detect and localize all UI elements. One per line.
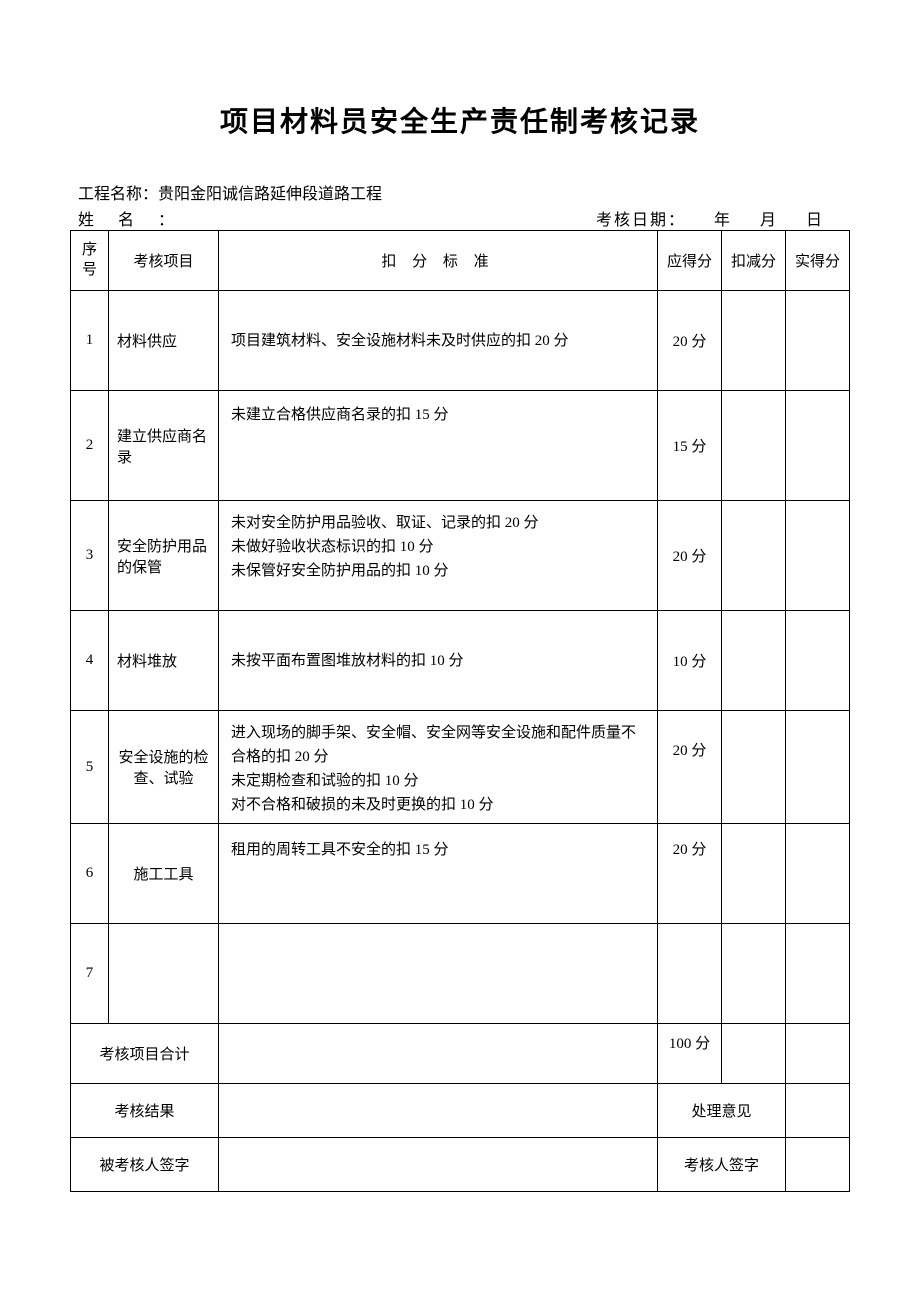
header-item: 考核项目 (109, 231, 219, 291)
header-standard: 扣 分 标 准 (219, 231, 658, 291)
result-row: 考核结果 处理意见 (71, 1084, 850, 1138)
cell-actual (786, 711, 850, 824)
cell-actual (786, 924, 850, 1024)
cell-seq: 6 (71, 824, 109, 924)
header-score: 应得分 (658, 231, 722, 291)
cell-standard: 项目建筑材料、安全设施材料未及时供应的扣 20 分 (219, 291, 658, 391)
table-row: 2 建立供应商名录 未建立合格供应商名录的扣 15 分 15 分 (71, 391, 850, 501)
cell-item (109, 924, 219, 1024)
cell-deduct (722, 611, 786, 711)
cell-seq: 7 (71, 924, 109, 1024)
total-label: 考核项目合计 (71, 1024, 219, 1084)
cell-item: 材料供应 (109, 291, 219, 391)
cell-item: 施工工具 (109, 824, 219, 924)
cell-seq: 3 (71, 501, 109, 611)
table-row: 4 材料堆放 未按平面布置图堆放材料的扣 10 分 10 分 (71, 611, 850, 711)
total-actual (786, 1024, 850, 1084)
cell-score: 20 分 (658, 501, 722, 611)
cell-score: 20 分 (658, 711, 722, 824)
cell-seq: 1 (71, 291, 109, 391)
cell-score: 15 分 (658, 391, 722, 501)
table-row: 5 安全设施的检查、试验 进入现场的脚手架、安全帽、安全网等安全设施和配件质量不… (71, 711, 850, 824)
cell-score (658, 924, 722, 1024)
table-row: 3 安全防护用品的保管 未对安全防护用品验收、取证、记录的扣 20 分 未做好验… (71, 501, 850, 611)
cell-actual (786, 291, 850, 391)
total-score: 100 分 (658, 1024, 722, 1084)
cell-standard: 未按平面布置图堆放材料的扣 10 分 (219, 611, 658, 711)
assessment-table: 序 号 考核项目 扣 分 标 准 应得分 扣减分 实得分 1 材料供应 项目建筑… (70, 230, 850, 1192)
cell-standard: 未建立合格供应商名录的扣 15 分 (219, 391, 658, 501)
cell-deduct (722, 924, 786, 1024)
date-day: 日 (806, 212, 824, 229)
header-deduct: 扣减分 (722, 231, 786, 291)
examiner-sign-label: 考核人签字 (658, 1138, 786, 1192)
total-row: 考核项目合计 100 分 (71, 1024, 850, 1084)
cell-actual (786, 501, 850, 611)
cell-deduct (722, 824, 786, 924)
header-actual: 实得分 (786, 231, 850, 291)
cell-item: 安全设施的检查、试验 (109, 711, 219, 824)
cell-deduct (722, 501, 786, 611)
name-date-row: 姓名： 考核日期： 年 月 日 (70, 206, 850, 230)
examiner-sign-value (786, 1138, 850, 1192)
table-row: 6 施工工具 租用的周转工具不安全的扣 15 分 20 分 (71, 824, 850, 924)
date-label: 考核日期： (596, 212, 686, 229)
sign-row: 被考核人签字 考核人签字 (71, 1138, 850, 1192)
header-seq-l1: 序 (75, 241, 104, 261)
cell-item: 安全防护用品的保管 (109, 501, 219, 611)
page-title: 项目材料员安全生产责任制考核记录 (70, 100, 850, 140)
total-standard-cell (219, 1024, 658, 1084)
header-seq: 序 号 (71, 231, 109, 291)
examinee-sign-value (219, 1138, 658, 1192)
name-label: 姓名： (78, 206, 198, 230)
cell-seq: 2 (71, 391, 109, 501)
table-row: 7 (71, 924, 850, 1024)
cell-seq: 5 (71, 711, 109, 824)
date-year: 年 (714, 212, 732, 229)
project-name-value: 贵阳金阳诚信路延伸段道路工程 (158, 186, 382, 203)
cell-item: 材料堆放 (109, 611, 219, 711)
cell-standard: 进入现场的脚手架、安全帽、安全网等安全设施和配件质量不合格的扣 20 分 未定期… (219, 711, 658, 824)
cell-deduct (722, 391, 786, 501)
cell-standard: 未对安全防护用品验收、取证、记录的扣 20 分 未做好验收状态标识的扣 10 分… (219, 501, 658, 611)
opinion-value (786, 1084, 850, 1138)
opinion-label: 处理意见 (658, 1084, 786, 1138)
project-label: 工程名称： (78, 186, 158, 203)
cell-actual (786, 391, 850, 501)
cell-score: 20 分 (658, 291, 722, 391)
cell-deduct (722, 711, 786, 824)
project-name-line: 工程名称：贵阳金阳诚信路延伸段道路工程 (70, 180, 850, 204)
cell-score: 10 分 (658, 611, 722, 711)
result-label: 考核结果 (71, 1084, 219, 1138)
cell-seq: 4 (71, 611, 109, 711)
cell-actual (786, 611, 850, 711)
cell-standard: 租用的周转工具不安全的扣 15 分 (219, 824, 658, 924)
cell-item: 建立供应商名录 (109, 391, 219, 501)
examinee-sign-label: 被考核人签字 (71, 1138, 219, 1192)
total-deduct (722, 1024, 786, 1084)
cell-score: 20 分 (658, 824, 722, 924)
result-value (219, 1084, 658, 1138)
table-row: 1 材料供应 项目建筑材料、安全设施材料未及时供应的扣 20 分 20 分 (71, 291, 850, 391)
cell-standard (219, 924, 658, 1024)
header-seq-l2: 号 (75, 261, 104, 281)
date-month: 月 (760, 212, 778, 229)
date-section: 考核日期： 年 月 日 (582, 206, 850, 230)
cell-deduct (722, 291, 786, 391)
cell-actual (786, 824, 850, 924)
table-header-row: 序 号 考核项目 扣 分 标 准 应得分 扣减分 实得分 (71, 231, 850, 291)
